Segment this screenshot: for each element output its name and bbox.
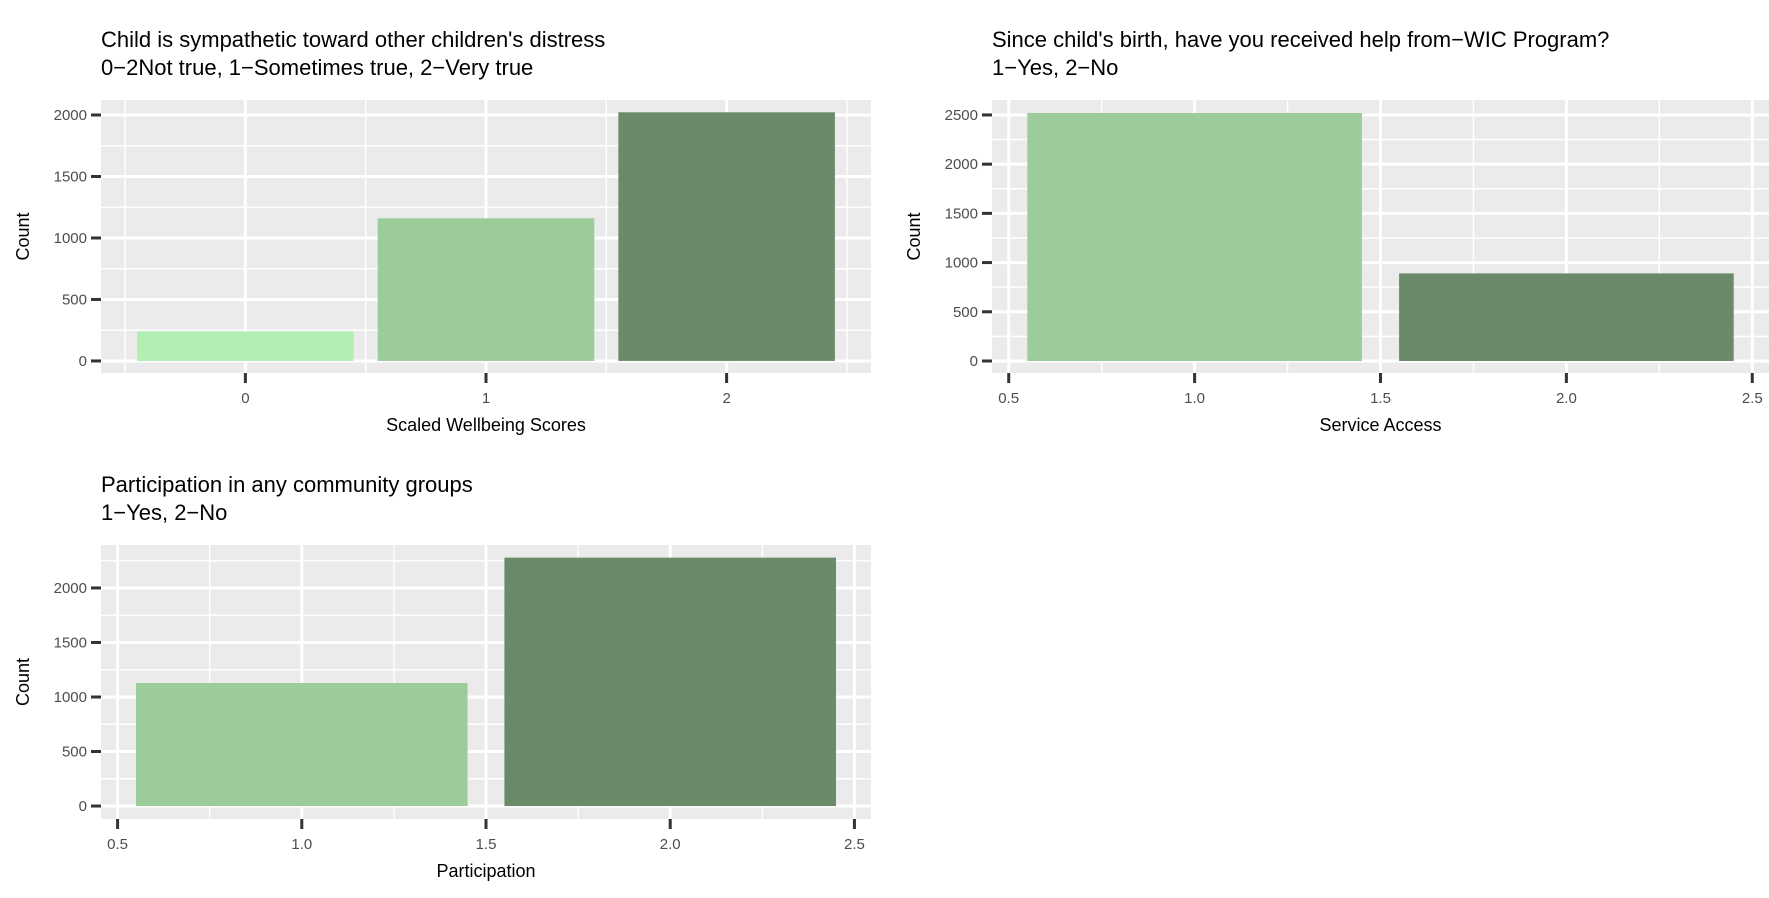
bar-0 xyxy=(1027,112,1362,361)
y-tick-label: 500 xyxy=(953,304,978,321)
y-tick-label: 500 xyxy=(62,744,87,761)
bar-1 xyxy=(504,557,836,807)
y-tick-label: 2500 xyxy=(945,107,978,124)
x-tick-label: 0.5 xyxy=(998,390,1019,407)
chart-title: Since child's birth, have you received h… xyxy=(992,27,1609,52)
chart-subtitle: 1−Yes, 2−No xyxy=(101,500,227,525)
y-tick-label: 1500 xyxy=(54,634,87,651)
x-tick-label: 1.0 xyxy=(1184,390,1205,407)
y-tick-label: 2000 xyxy=(54,107,87,124)
chart-title: Participation in any community groups xyxy=(101,472,473,497)
y-tick-label: 1000 xyxy=(945,255,978,272)
y-tick-label: 1500 xyxy=(54,168,87,185)
x-tick-label: 2.0 xyxy=(660,836,681,853)
x-tick-label: 1.0 xyxy=(291,836,312,853)
y-tick-label: 0 xyxy=(79,798,87,815)
chart-3: Participation in any community groups 1−… xyxy=(13,472,871,881)
y-axis-title: Count xyxy=(13,658,33,706)
x-axis-title: Participation xyxy=(436,861,535,881)
bar-1 xyxy=(377,218,595,361)
x-tick-label: 2 xyxy=(722,390,730,407)
x-tick-label: 2.5 xyxy=(844,836,865,853)
bar-0 xyxy=(136,683,468,807)
bar-1 xyxy=(1399,273,1734,361)
bar-0 xyxy=(137,331,354,361)
chart-title: Child is sympathetic toward other childr… xyxy=(101,27,605,52)
y-tick-label: 0 xyxy=(970,353,978,370)
x-tick-label: 2.0 xyxy=(1556,390,1577,407)
y-axis-title: Count xyxy=(13,212,33,260)
y-tick-label: 2000 xyxy=(945,156,978,173)
x-tick-label: 2.5 xyxy=(1742,390,1763,407)
y-tick-label: 1000 xyxy=(54,230,87,247)
chart-1: Child is sympathetic toward other childr… xyxy=(13,27,871,435)
y-tick-label: 500 xyxy=(62,291,87,308)
chart-subtitle: 0−2Not true, 1−Sometimes true, 2−Very tr… xyxy=(101,55,533,80)
x-tick-label: 1.5 xyxy=(1370,390,1391,407)
x-tick-label: 1.5 xyxy=(476,836,497,853)
x-axis-title: Service Access xyxy=(1319,415,1441,435)
chart-2: Since child's birth, have you received h… xyxy=(904,27,1769,435)
chart-subtitle: 1−Yes, 2−No xyxy=(992,55,1118,80)
y-tick-label: 1000 xyxy=(54,689,87,706)
x-tick-label: 1 xyxy=(482,390,490,407)
x-axis-title: Scaled Wellbeing Scores xyxy=(386,415,586,435)
y-tick-label: 0 xyxy=(79,353,87,370)
bar-2 xyxy=(618,112,835,361)
x-tick-label: 0 xyxy=(241,390,249,407)
y-tick-label: 1500 xyxy=(945,205,978,222)
y-tick-label: 2000 xyxy=(54,580,87,597)
y-axis-title: Count xyxy=(904,212,924,260)
x-tick-label: 0.5 xyxy=(107,836,128,853)
